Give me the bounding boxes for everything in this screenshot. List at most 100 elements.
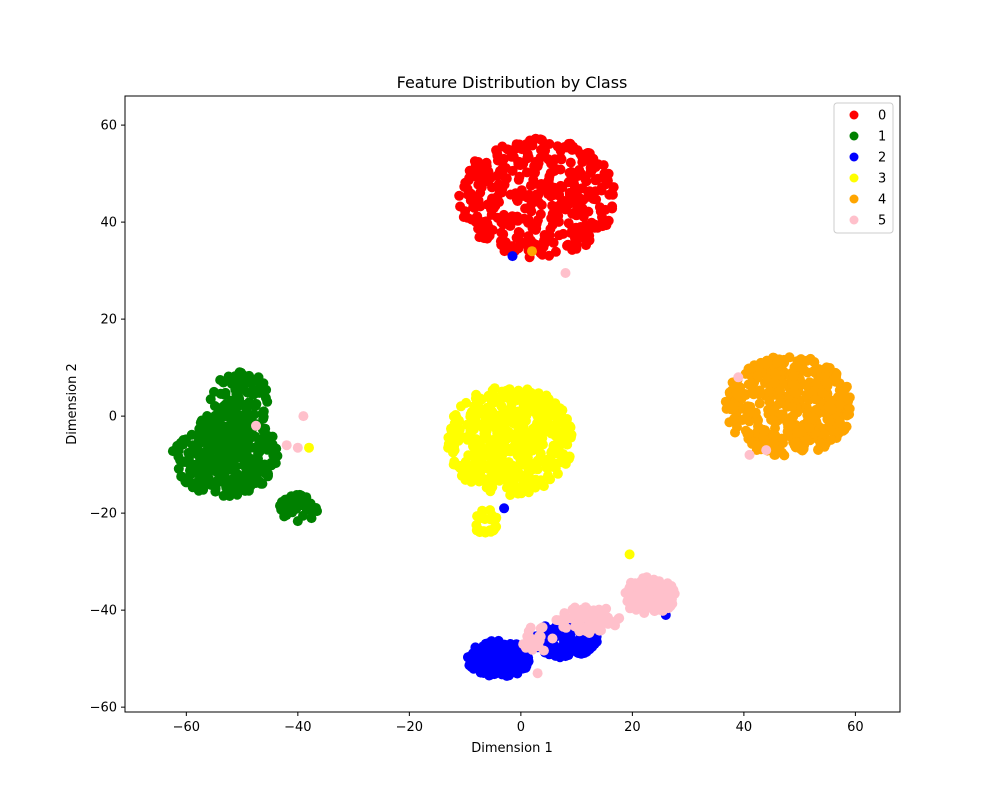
class-4-point xyxy=(760,359,771,370)
class-5-outlier-point xyxy=(761,445,772,456)
class-3-point xyxy=(491,437,502,448)
class-0-point xyxy=(508,151,519,162)
class-1-point xyxy=(183,453,194,464)
class-0-point xyxy=(460,206,471,217)
class-0-point xyxy=(595,206,606,217)
class-4-point xyxy=(729,413,740,424)
class-5-point xyxy=(547,633,558,644)
legend-label-1: 1 xyxy=(878,130,886,145)
class-5-outlier-point xyxy=(733,372,744,383)
class-2-point xyxy=(511,660,522,671)
class-0-point xyxy=(475,163,485,174)
legend-marker-4 xyxy=(849,194,859,204)
class-0-point xyxy=(558,228,569,239)
class-0-point xyxy=(552,141,563,152)
class-0-point xyxy=(524,189,535,200)
legend-label-5: 5 xyxy=(878,214,886,229)
class-1-point xyxy=(173,451,184,462)
class-1-point xyxy=(242,445,253,456)
class-5-point xyxy=(587,623,598,634)
class-1-point xyxy=(200,419,211,429)
class-1-point xyxy=(217,444,228,454)
class-4-point xyxy=(775,397,786,408)
class-3-point xyxy=(528,432,539,443)
class-0-point xyxy=(548,237,559,248)
class-3-point xyxy=(481,482,492,493)
class-3-point xyxy=(566,429,577,440)
class-1-point xyxy=(205,453,216,464)
class-5-point xyxy=(636,580,647,590)
class-3-point xyxy=(485,514,496,525)
class-3-point xyxy=(541,462,552,473)
class-0-point xyxy=(482,233,493,244)
class-4-point xyxy=(834,416,845,427)
class-1-point xyxy=(230,371,240,382)
class-0-point xyxy=(551,164,562,175)
class-4-point xyxy=(809,357,820,368)
class-3-point xyxy=(483,434,494,445)
class-0-point xyxy=(496,217,507,228)
class-4-point xyxy=(752,371,763,382)
class-3-point xyxy=(492,426,503,437)
class-4-point xyxy=(801,434,812,445)
class-0-point xyxy=(571,243,582,254)
class-0-point xyxy=(588,153,599,164)
class-3-point xyxy=(543,470,553,481)
class-2-point xyxy=(583,640,593,651)
class-1-point xyxy=(256,478,266,489)
class-0-point xyxy=(526,206,537,217)
legend-label-3: 3 xyxy=(878,172,886,187)
class-3-point xyxy=(537,433,548,444)
class-1-point xyxy=(233,472,244,483)
class-1-point xyxy=(281,510,292,521)
y-axis: −60 −40 −20 0 20 40 60 xyxy=(90,119,125,716)
class-4-point xyxy=(769,377,780,388)
class-0-point xyxy=(560,204,571,215)
class-3-point xyxy=(514,416,525,427)
class-5-point xyxy=(653,579,664,590)
class-0-point xyxy=(468,192,479,203)
class-1-point xyxy=(186,429,197,440)
class-3-point xyxy=(501,482,512,493)
class-2-point xyxy=(482,660,493,671)
class-1-point xyxy=(194,457,205,468)
class-3-point xyxy=(527,445,538,456)
class-1-point xyxy=(260,461,271,472)
class-3-point xyxy=(461,432,472,443)
class-2-point xyxy=(559,638,570,649)
class-3-point xyxy=(448,459,459,470)
class-3-point xyxy=(560,456,571,467)
class-4-point xyxy=(790,438,801,449)
class-4-point xyxy=(767,414,778,425)
class-4-point xyxy=(834,399,845,410)
class-0-point xyxy=(577,203,588,214)
class-1-point xyxy=(193,481,204,492)
class-3-point xyxy=(512,450,523,461)
class-1-point xyxy=(301,492,312,503)
class-3-point xyxy=(522,452,533,463)
class-4-point xyxy=(743,428,754,439)
class-4-point xyxy=(822,363,833,374)
class-0-point xyxy=(504,219,515,230)
class-1-point xyxy=(203,461,214,472)
class-0-point xyxy=(514,171,525,182)
class-4-point xyxy=(740,413,750,424)
class-3-point xyxy=(469,453,480,463)
class-0-point xyxy=(601,220,612,231)
class-5-point xyxy=(628,579,639,590)
class-4-point xyxy=(826,434,836,445)
class-1-point xyxy=(292,516,303,527)
class-1-point xyxy=(293,497,304,508)
x-tick-label: −60 xyxy=(173,720,200,735)
class-4-point xyxy=(740,390,751,401)
class-1-point xyxy=(260,468,271,479)
scatter-points xyxy=(167,133,855,681)
class-4-point xyxy=(770,449,781,460)
class-0-point xyxy=(540,237,551,248)
class-0-point xyxy=(492,148,503,159)
class-3-point xyxy=(461,397,472,408)
class-3-point xyxy=(505,415,516,426)
class-3-point xyxy=(475,511,486,522)
class-0-point xyxy=(518,158,529,169)
